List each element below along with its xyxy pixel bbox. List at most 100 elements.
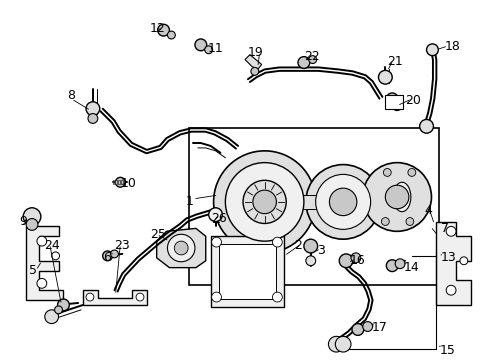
Polygon shape [437, 221, 471, 305]
Text: 6: 6 [103, 251, 111, 264]
Circle shape [272, 292, 282, 302]
Text: 14: 14 [404, 261, 420, 274]
Text: 12: 12 [150, 22, 166, 35]
Circle shape [37, 236, 47, 246]
Text: 10: 10 [121, 177, 136, 190]
Polygon shape [26, 226, 63, 300]
Circle shape [446, 285, 456, 295]
Text: 9: 9 [19, 215, 27, 228]
Circle shape [386, 93, 398, 105]
Circle shape [243, 180, 286, 224]
Bar [119, 180, 121, 184]
Circle shape [57, 299, 69, 311]
Bar [219, 244, 276, 299]
Circle shape [116, 177, 125, 187]
Circle shape [339, 254, 353, 267]
Circle shape [309, 56, 317, 63]
Bar [385, 95, 403, 109]
Text: 17: 17 [371, 321, 388, 334]
Circle shape [406, 217, 414, 225]
Bar [281, 195, 335, 209]
Circle shape [51, 252, 59, 260]
Text: 5: 5 [29, 264, 37, 277]
Circle shape [86, 293, 94, 301]
Bar [113, 180, 115, 184]
Circle shape [214, 151, 316, 253]
Text: 18: 18 [444, 40, 460, 53]
Text: 20: 20 [405, 94, 421, 107]
Circle shape [460, 257, 468, 265]
Text: 26: 26 [211, 212, 226, 225]
Text: 23: 23 [115, 239, 130, 252]
Bar [122, 180, 123, 184]
Circle shape [427, 44, 439, 56]
Text: 22: 22 [304, 50, 319, 63]
Circle shape [54, 306, 62, 314]
Text: 25: 25 [150, 228, 166, 242]
Circle shape [351, 253, 361, 263]
Circle shape [205, 46, 213, 54]
Text: 11: 11 [208, 42, 223, 55]
Circle shape [26, 219, 38, 230]
Circle shape [363, 163, 432, 231]
Circle shape [225, 163, 304, 241]
Bar [211, 236, 284, 307]
Circle shape [316, 174, 370, 229]
Circle shape [23, 208, 41, 225]
Ellipse shape [393, 182, 411, 212]
Text: 3: 3 [317, 244, 324, 257]
Circle shape [383, 168, 391, 176]
Circle shape [86, 102, 100, 116]
Circle shape [158, 24, 170, 36]
Circle shape [328, 336, 344, 352]
Circle shape [212, 237, 221, 247]
Circle shape [385, 185, 409, 209]
Circle shape [420, 120, 434, 133]
Text: 2: 2 [294, 239, 302, 252]
Circle shape [306, 165, 380, 239]
Text: 4: 4 [425, 204, 433, 217]
Circle shape [298, 57, 310, 68]
Text: 15: 15 [440, 344, 455, 357]
Circle shape [212, 292, 221, 302]
Circle shape [174, 241, 188, 255]
Circle shape [378, 70, 392, 84]
Bar [116, 180, 118, 184]
Text: 13: 13 [441, 251, 456, 264]
Circle shape [408, 168, 416, 176]
Circle shape [329, 188, 357, 216]
Circle shape [111, 250, 119, 258]
Polygon shape [83, 290, 147, 305]
Polygon shape [157, 228, 206, 267]
Circle shape [335, 336, 351, 352]
Bar [189, 128, 440, 285]
Circle shape [195, 39, 207, 51]
Circle shape [386, 260, 398, 271]
Text: 16: 16 [350, 254, 366, 267]
Circle shape [168, 234, 195, 262]
Circle shape [251, 67, 259, 75]
Circle shape [381, 217, 389, 225]
Text: 1: 1 [186, 195, 194, 208]
Text: 7: 7 [441, 221, 449, 234]
Circle shape [272, 237, 282, 247]
Circle shape [103, 251, 113, 261]
Circle shape [395, 259, 405, 269]
Circle shape [363, 321, 372, 332]
Circle shape [352, 324, 364, 336]
Circle shape [136, 293, 144, 301]
Circle shape [253, 190, 276, 214]
Text: 19: 19 [248, 46, 264, 59]
Text: 21: 21 [387, 55, 403, 68]
Circle shape [37, 278, 47, 288]
Circle shape [304, 239, 318, 253]
Circle shape [392, 101, 402, 111]
Circle shape [446, 226, 456, 236]
Circle shape [168, 31, 175, 39]
Text: 8: 8 [67, 89, 75, 102]
Polygon shape [245, 55, 262, 69]
Text: 24: 24 [44, 239, 60, 252]
Circle shape [88, 113, 98, 123]
Circle shape [45, 310, 58, 324]
Circle shape [209, 208, 222, 221]
